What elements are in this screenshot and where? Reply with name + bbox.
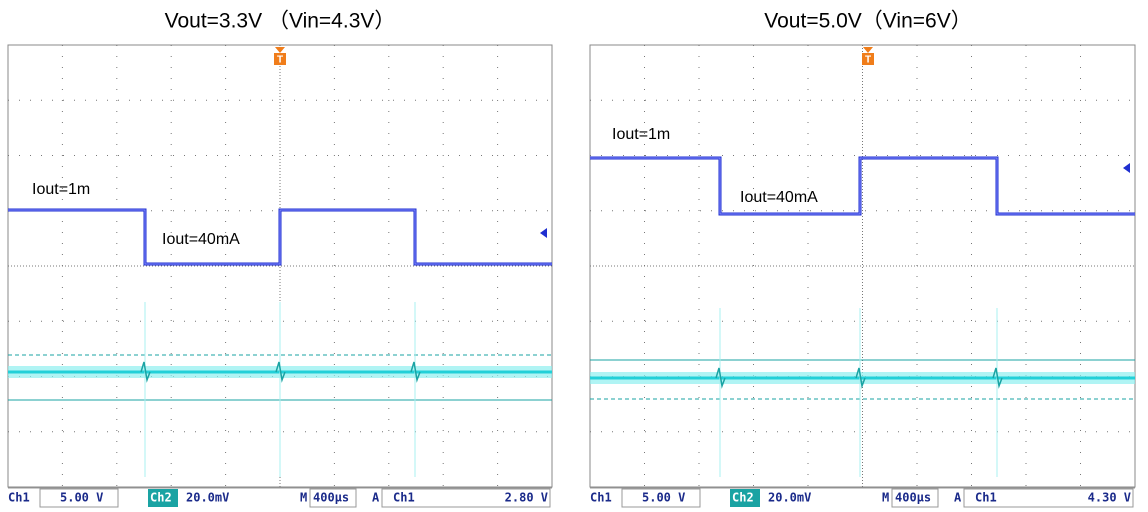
ch2-scale: 20.0mV bbox=[768, 491, 811, 505]
ch1-scale: 5.00 V bbox=[60, 491, 103, 505]
panel-title: Vout=3.3V （Vin=4.3V） bbox=[165, 10, 396, 33]
current-label: Iout=1m bbox=[612, 126, 670, 143]
current-label: Iout=40mA bbox=[162, 231, 240, 248]
timebase: 400µs bbox=[313, 491, 349, 505]
timebase-prefix: M bbox=[882, 491, 889, 505]
trigger-t: T bbox=[277, 55, 283, 66]
current-label: Iout=40mA bbox=[740, 189, 818, 206]
trigger-t: T bbox=[865, 55, 871, 66]
ch1-name: Ch1 bbox=[8, 491, 30, 505]
trigger-prefix: A bbox=[372, 491, 380, 505]
timebase: 400µs bbox=[895, 491, 931, 505]
ch1-name: Ch1 bbox=[590, 491, 612, 505]
current-label: Iout=1m bbox=[32, 181, 90, 198]
panel-title: Vout=5.0V（Vin=6V） bbox=[764, 10, 971, 33]
ch1-scale: 5.00 V bbox=[642, 491, 685, 505]
timebase-prefix: M bbox=[300, 491, 307, 505]
ch2-name: Ch2 bbox=[150, 491, 172, 505]
ch2-scale: 20.0mV bbox=[186, 491, 229, 505]
trigger-source: Ch1 bbox=[975, 491, 997, 505]
trigger-source: Ch1 bbox=[393, 491, 415, 505]
trigger-prefix: A bbox=[954, 491, 962, 505]
trigger-level: 2.80 V bbox=[505, 491, 548, 505]
trigger-level: 4.30 V bbox=[1088, 491, 1131, 505]
screenshot: Vout=3.3V （Vin=4.3V） T Iout=1m Iout=40mA Ch1… bbox=[0, 0, 1148, 512]
ch2-name: Ch2 bbox=[732, 491, 754, 505]
